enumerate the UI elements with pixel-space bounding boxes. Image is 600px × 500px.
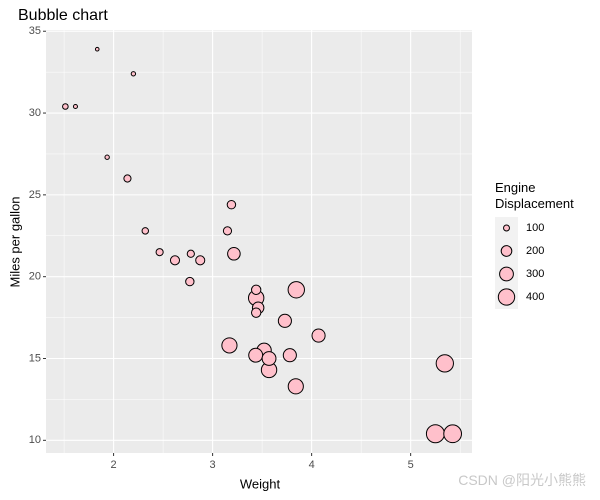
legend-key	[499, 266, 514, 282]
bubble	[282, 348, 297, 363]
bubble	[248, 347, 264, 363]
bubble	[261, 351, 277, 366]
legend-label: 400	[526, 291, 544, 303]
bubble	[221, 337, 238, 354]
y-tick-label: 10	[29, 434, 41, 446]
bubble	[185, 276, 195, 287]
legend-title: Engine Displacement	[495, 180, 574, 211]
bubble	[94, 46, 100, 52]
bubble	[186, 249, 195, 258]
bubble	[195, 255, 206, 266]
bubble	[155, 248, 164, 257]
y-tick-label: 35	[29, 25, 41, 37]
bubble	[226, 199, 237, 210]
bubble	[250, 307, 262, 318]
x-tick-label: 5	[408, 459, 414, 471]
bubble	[425, 424, 445, 444]
bubble	[72, 103, 78, 110]
bubble	[104, 154, 110, 160]
bubble	[287, 281, 305, 299]
bubble	[222, 226, 233, 236]
bubble	[443, 424, 463, 444]
x-tick-label: 2	[111, 459, 117, 471]
bubble	[277, 313, 292, 328]
legend-label: 300	[526, 268, 544, 280]
bubble	[130, 71, 137, 77]
bubble	[141, 227, 149, 235]
y-axis-title: Miles per gallon	[7, 196, 22, 287]
panel	[46, 30, 472, 453]
bubble	[250, 284, 262, 295]
bubble	[169, 255, 181, 266]
legend-key	[500, 245, 513, 257]
bubble	[227, 246, 241, 261]
y-tick-label: 20	[29, 271, 41, 283]
x-axis-title: Weight	[240, 476, 281, 491]
bubble	[311, 328, 326, 343]
bubble	[287, 378, 304, 395]
x-tick-label: 3	[210, 459, 216, 471]
legend-label: 200	[526, 245, 544, 257]
legend-key	[503, 224, 510, 232]
y-tick-label: 30	[29, 107, 41, 119]
legend-key	[497, 288, 516, 306]
legend-label: 100	[526, 222, 544, 234]
chart-title: Bubble chart	[18, 7, 108, 24]
bubble	[62, 103, 69, 110]
x-tick-label: 4	[309, 459, 315, 471]
y-tick-label: 15	[29, 352, 41, 364]
watermark: CSDN @阳光小熊熊	[458, 472, 586, 488]
bubble	[123, 174, 132, 183]
y-tick-label: 25	[29, 189, 41, 201]
bubble	[435, 354, 454, 373]
